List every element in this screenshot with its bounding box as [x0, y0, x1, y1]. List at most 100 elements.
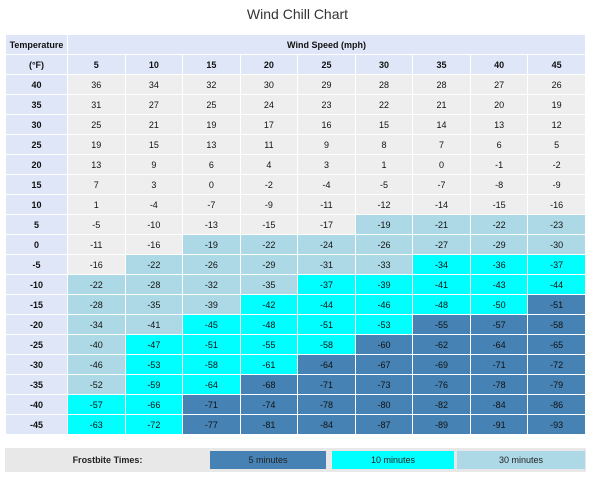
wind-chill-cell: 12 [527, 114, 586, 135]
wind-chill-cell: -68 [239, 374, 299, 395]
wind-chill-cell: -22 [239, 234, 299, 255]
wind-chill-cell: 27 [469, 74, 529, 95]
table-row: 25 19 15 13 11 9 8 7 6 5 [5, 134, 586, 155]
legend-5-minutes: 5 minutes [210, 451, 326, 469]
wind-chill-cell: 30 [239, 74, 299, 95]
speed-header-cell: 20 [239, 54, 299, 75]
temperature-header: Temperature [5, 34, 68, 55]
wind-chill-cell: -29 [239, 254, 299, 275]
wind-chill-cell: -15 [239, 214, 299, 235]
wind-chill-cell: 19 [67, 134, 126, 155]
wind-chill-cell: -35 [239, 274, 299, 295]
wind-chill-cell: -8 [469, 174, 529, 195]
wind-chill-cell: -44 [297, 294, 356, 315]
wind-chill-cell: -17 [297, 214, 356, 235]
temperature-cell: -10 [5, 274, 68, 295]
wind-chill-cell: -45 [182, 314, 241, 335]
wind-chill-cell: -84 [297, 414, 356, 435]
wind-chill-cell: -9 [239, 194, 299, 215]
wind-chill-cell: -22 [67, 274, 126, 295]
legend-label: Frostbite Times: [72, 455, 143, 465]
table-row: -5 -16 -22 -26 -29 -31 -33 -34 -36 -37 [5, 254, 586, 275]
wind-chill-cell: -10 [124, 214, 184, 235]
table-row: 20 13 9 6 4 3 1 0 -1 -2 [5, 154, 586, 175]
wind-chill-cell: 16 [297, 114, 356, 135]
wind-chill-cell: -73 [354, 374, 414, 395]
wind-chill-cell: -28 [124, 274, 184, 295]
wind-chill-cell: -52 [67, 374, 126, 395]
wind-chill-cell: -79 [527, 374, 586, 395]
wind-chill-cell: 25 [182, 94, 241, 115]
wind-chill-cell: -57 [469, 314, 529, 335]
wind-chill-cell: -42 [239, 294, 299, 315]
wind-chill-cell: 1 [67, 194, 126, 215]
wind-chill-cell: -50 [469, 294, 529, 315]
wind-chill-cell: -46 [67, 354, 126, 375]
wind-chill-cell: -91 [469, 414, 529, 435]
temperature-cell: 35 [5, 94, 68, 115]
wind-chill-cell: -7 [182, 194, 241, 215]
wind-chill-cell: -36 [469, 254, 529, 275]
wind-chill-cell: -48 [239, 314, 299, 335]
wind-chill-cell: -26 [182, 254, 241, 275]
wind-chill-cell: 17 [239, 114, 299, 135]
wind-chill-cell: -12 [354, 194, 414, 215]
wind-chill-cell: 3 [124, 174, 184, 195]
wind-chill-cell: 20 [469, 94, 529, 115]
table-row: 40 36 34 32 30 29 28 28 27 26 [5, 74, 586, 95]
wind-chill-cell: -16 [527, 194, 586, 215]
wind-chill-cell: -19 [354, 214, 414, 235]
header-row-1: Temperature Wind Speed (mph) [5, 34, 586, 55]
wind-chill-cell: -41 [412, 274, 471, 295]
speed-header-cell: 35 [412, 54, 471, 75]
wind-chill-cell: -77 [182, 414, 241, 435]
wind-chill-cell: -72 [124, 414, 184, 435]
wind-chill-cell: 29 [297, 74, 356, 95]
temperature-cell: 0 [5, 234, 68, 255]
table-row: 35 31 27 25 24 23 22 21 20 19 [5, 94, 586, 115]
wind-chill-cell: -84 [469, 394, 529, 415]
wind-chill-cell: 13 [469, 114, 529, 135]
wind-chill-cell: -46 [354, 294, 414, 315]
speed-header-cell: 5 [67, 54, 126, 75]
temperature-cell: -15 [5, 294, 68, 315]
wind-chill-cell: -62 [412, 334, 471, 355]
wind-chill-cell: -19 [182, 234, 241, 255]
table-row: -10 -22 -28 -32 -35 -37 -39 -41 -43 -44 [5, 274, 586, 295]
wind-chill-cell: -86 [527, 394, 586, 415]
wind-chill-cell: -32 [182, 274, 241, 295]
wind-chill-cell: -76 [412, 374, 471, 395]
wind-chill-cell: 7 [67, 174, 126, 195]
wind-chill-cell: -64 [182, 374, 241, 395]
table-row: -45 -63 -72 -77 -81 -84 -87 -89 -91 -93 [5, 414, 586, 435]
wind-chill-cell: -27 [412, 234, 471, 255]
wind-chill-cell: -16 [67, 254, 126, 275]
wind-chill-cell: -64 [469, 334, 529, 355]
wind-chill-cell: 11 [239, 134, 299, 155]
wind-chill-cell: -9 [527, 174, 586, 195]
wind-chill-cell: -35 [124, 294, 184, 315]
wind-chill-cell: 9 [297, 134, 356, 155]
legend-30-minutes: 30 minutes [457, 451, 585, 469]
table-row: -40 -57 -66 -71 -74 -78 -80 -82 -84 -86 [5, 394, 586, 415]
temperature-cell: 25 [5, 134, 68, 155]
wind-chill-cell: -43 [469, 274, 529, 295]
wind-chill-cell: 3 [297, 154, 356, 175]
wind-chill-cell: -5 [354, 174, 414, 195]
wind-chill-cell: -39 [354, 274, 414, 295]
wind-chill-cell: -2 [527, 154, 586, 175]
temperature-cell: -30 [5, 354, 68, 375]
wind-chill-cell: 15 [124, 134, 184, 155]
wind-chill-cell: 6 [469, 134, 529, 155]
wind-chill-cell: -16 [124, 234, 184, 255]
table-row: -30 -46 -53 -58 -61 -64 -67 -69 -71 -72 [5, 354, 586, 375]
wind-chill-cell: 32 [182, 74, 241, 95]
wind-chill-table: Temperature Wind Speed (mph) (°F) 5 10 15 2… [5, 34, 586, 435]
wind-chill-cell: -11 [297, 194, 356, 215]
wind-chill-cell: -26 [354, 234, 414, 255]
wind-chill-cell: 31 [67, 94, 126, 115]
wind-chill-cell: -34 [67, 314, 126, 335]
temperature-cell: -20 [5, 314, 68, 335]
wind-chill-cell: 19 [182, 114, 241, 135]
wind-chill-cell: 0 [182, 174, 241, 195]
